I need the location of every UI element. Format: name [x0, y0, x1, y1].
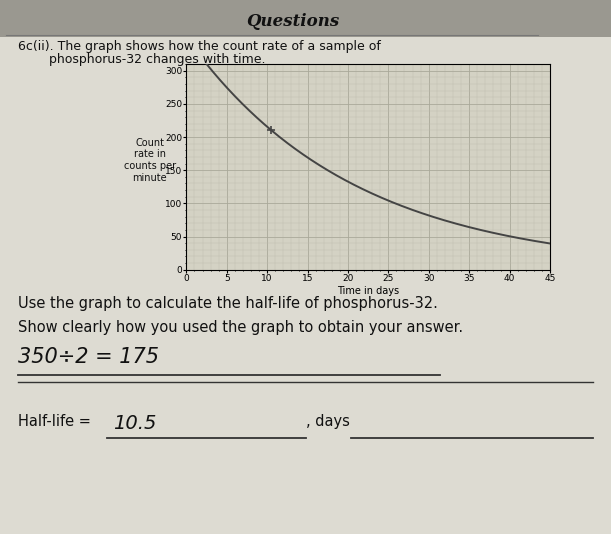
Text: Show clearly how you used the graph to obtain your answer.: Show clearly how you used the graph to o… [18, 320, 464, 335]
Text: phosphorus-32 changes with time.: phosphorus-32 changes with time. [49, 53, 265, 66]
Text: 6c(ii). The graph shows how the count rate of a sample of: 6c(ii). The graph shows how the count ra… [18, 40, 381, 53]
Text: , days: , days [306, 414, 349, 429]
Text: 10.5: 10.5 [113, 414, 156, 433]
Text: Half-life =: Half-life = [18, 414, 91, 429]
X-axis label: Time in days: Time in days [337, 286, 399, 296]
Text: 350÷2 = 175: 350÷2 = 175 [18, 347, 159, 367]
Text: Use the graph to calculate the half-life of phosphorus-32.: Use the graph to calculate the half-life… [18, 296, 438, 311]
FancyBboxPatch shape [0, 0, 611, 37]
Text: Questions: Questions [247, 13, 340, 30]
Text: Count
rate in
counts per
minute: Count rate in counts per minute [123, 138, 176, 183]
